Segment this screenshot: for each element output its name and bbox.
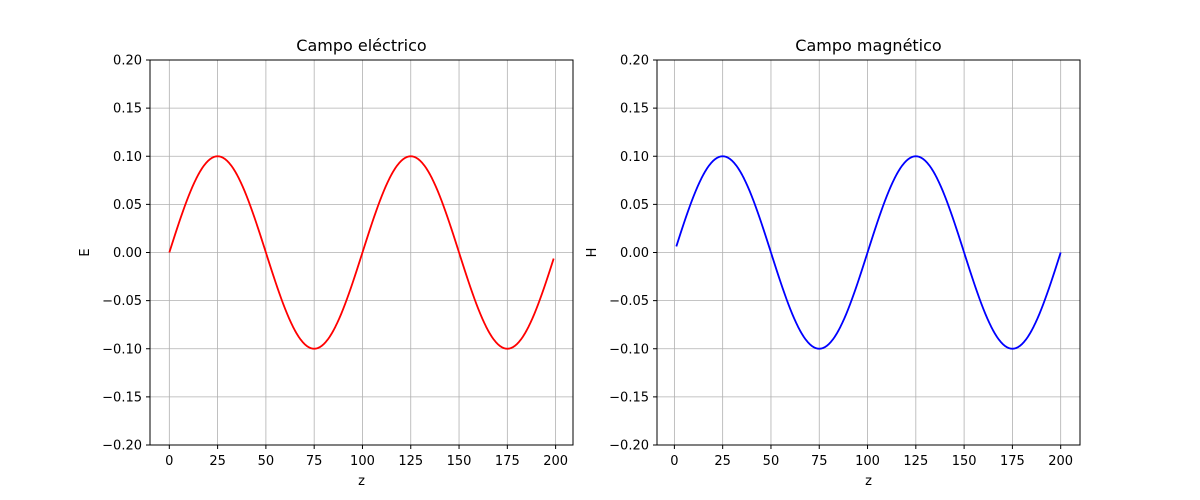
x-tick-label: 125 (903, 454, 928, 469)
chart-2: 0 25 50 75 100 125 150 175 200 −0.20 −0.15 −0.10 −0.… (585, 36, 1081, 489)
y-tick-label: −0.05 (609, 294, 649, 309)
x-tick-label: 150 (952, 454, 977, 469)
x-tick-label: 75 (811, 454, 828, 469)
x-tick-label: 100 (350, 454, 375, 469)
x-tick-label: 0 (165, 454, 173, 469)
y-axis-label: H (585, 248, 600, 258)
x-axis-label: z (865, 474, 872, 489)
chart-1: 0 25 50 75 100 125 150 175 200 −0.20 −0.15 −0.10 −0.… (78, 36, 574, 489)
x-tick-label: 25 (209, 454, 226, 469)
x-tick-label: 125 (398, 454, 423, 469)
y-tick-label: 0.00 (620, 246, 649, 261)
x-tick-label: 200 (543, 454, 568, 469)
x-tick-label: 25 (714, 454, 731, 469)
x-tick-label: 75 (306, 454, 323, 469)
x-tick-label: 0 (670, 454, 678, 469)
x-axis-label: z (358, 474, 365, 489)
chart-title: Campo magnético (795, 36, 941, 55)
y-tick-label: 0.15 (620, 102, 649, 117)
y-tick-label: −0.20 (102, 439, 142, 454)
y-tick-label: 0.20 (620, 54, 649, 69)
x-tick-label: 175 (1000, 454, 1025, 469)
y-tick-label: 0.20 (113, 54, 142, 69)
series-line-1 (675, 155, 1062, 350)
x-tick-label: 50 (258, 454, 275, 469)
y-tick-label: 0.10 (113, 150, 142, 165)
y-tick-label: −0.15 (609, 390, 649, 405)
y-tick-label: 0.05 (620, 198, 649, 213)
x-tick-label: 200 (1048, 454, 1073, 469)
y-tick-label: 0.10 (620, 150, 649, 165)
y-tick-label: 0.15 (113, 102, 142, 117)
y-tick-label: −0.10 (102, 342, 142, 357)
x-tick-label: 100 (855, 454, 880, 469)
y-tick-label: 0.00 (113, 246, 142, 261)
y-tick-label: 0.05 (113, 198, 142, 213)
y-tick-label: −0.15 (102, 390, 142, 405)
y-tick-label: −0.10 (609, 342, 649, 357)
y-tick-label: −0.05 (102, 294, 142, 309)
x-tick-label: 175 (495, 454, 520, 469)
y-axis-label: E (78, 248, 93, 256)
chart-title: Campo eléctrico (296, 36, 426, 55)
x-tick-label: 150 (447, 454, 472, 469)
series-line-1 (168, 155, 555, 350)
x-tick-label: 50 (763, 454, 780, 469)
y-tick-label: −0.20 (609, 439, 649, 454)
